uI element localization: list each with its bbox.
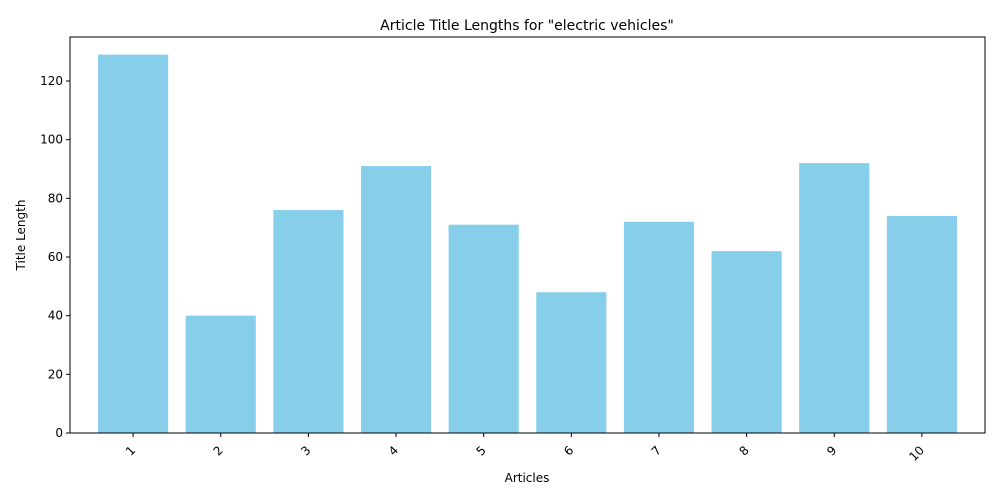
bar-2: [185, 315, 256, 433]
y-axis-label: Title Length: [14, 200, 28, 272]
y-tick-label-0: 0: [55, 426, 63, 440]
bar-9: [799, 163, 870, 433]
y-tick-label-80: 80: [48, 191, 63, 205]
x-tick-label-9: 9: [824, 443, 839, 458]
x-tick-label-5: 5: [473, 443, 488, 458]
plot-area: 0 20 40 60 80 100 120 1 2 3 4 5 6 7 8 9 10: [40, 36, 986, 464]
bar-4: [360, 166, 432, 434]
x-tick-label-3: 3: [298, 443, 313, 458]
x-tick-label-4: 4: [386, 443, 401, 458]
plot-frame: [69, 36, 986, 434]
x-axis-label: Articles: [505, 471, 550, 485]
x-tick-label-1: 1: [123, 443, 138, 458]
bar-5: [448, 224, 519, 433]
bar-6: [536, 292, 607, 433]
x-tick-label-6: 6: [561, 443, 576, 458]
y-tick-label-100: 100: [40, 133, 63, 147]
bar-10: [886, 215, 957, 433]
chart-title: Article Title Lengths for "electric vehi…: [380, 18, 674, 34]
x-tick-label-10: 10: [906, 443, 927, 464]
bar-7: [623, 221, 695, 433]
bar-3: [273, 210, 344, 433]
y-tick-label-20: 20: [48, 367, 63, 381]
y-tick-label-40: 40: [48, 309, 63, 323]
bar-8: [711, 251, 782, 433]
y-tick-label-60: 60: [48, 250, 63, 264]
x-tick-label-2: 2: [211, 443, 226, 458]
bar-1: [98, 54, 169, 433]
x-tick-label-7: 7: [649, 443, 664, 458]
y-tick-label-120: 120: [40, 74, 63, 88]
x-tick-label-8: 8: [736, 443, 751, 458]
